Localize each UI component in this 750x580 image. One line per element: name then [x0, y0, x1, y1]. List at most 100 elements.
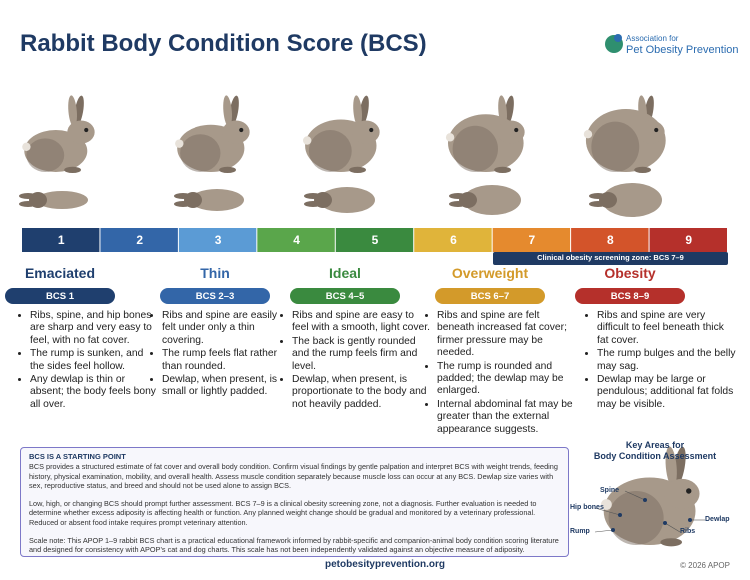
bullet: Dewlap, when present, is small or lightl…: [162, 374, 288, 399]
logo-line1: Association for: [626, 34, 679, 43]
rabbit-head: [352, 120, 380, 144]
rabbit-body: [319, 187, 375, 213]
scale-score: 4: [293, 233, 300, 247]
rabbit-top: [589, 183, 662, 217]
scale-segment: [414, 228, 492, 252]
info-paragraph: Low, high, or changing BCS should prompt…: [29, 498, 537, 527]
info-paragraph: Scale note: This APOP 1–9 rabbit BCS cha…: [29, 535, 559, 555]
pointer-dot: [618, 513, 622, 517]
info-paragraph: BCS provides a structured estimate of fa…: [29, 462, 558, 491]
rabbit-ear: [68, 95, 78, 127]
copyright: © 2026 APOP: [680, 561, 730, 570]
zone-band: [493, 252, 728, 265]
category-name: Obesity: [604, 265, 656, 281]
bullet-list: Ribs and spine are easily felt under onl…: [150, 310, 288, 400]
bullet: Ribs and spine are felt beneath increase…: [437, 310, 577, 360]
category-name: Emaciated: [24, 265, 96, 281]
rabbit-head: [599, 192, 617, 208]
rabbit-haunch: [608, 491, 664, 545]
rabbit-head: [497, 120, 525, 144]
rabbit-head: [637, 120, 665, 144]
bullet: Any dewlap is thin or absent; the body f…: [30, 374, 160, 411]
rabbit-top: [19, 191, 88, 209]
key-label: Hip bones: [570, 504, 604, 511]
rabbit: [583, 95, 666, 174]
rabbit-eye: [369, 127, 374, 133]
rabbit-top: [449, 185, 521, 215]
key-label: Dewlap: [705, 516, 730, 523]
key-title-1: Key Areas for: [625, 440, 685, 450]
rabbit-tail: [22, 142, 31, 151]
rabbit-foot: [349, 166, 366, 174]
badge-text: BCS 2–3: [195, 290, 235, 302]
rabbit-head: [459, 192, 477, 208]
rabbit-tail: [583, 130, 593, 139]
rabbit-eye: [84, 127, 89, 133]
rabbit-foot: [494, 166, 511, 174]
scale-segment: [22, 228, 100, 252]
category-name: Overweight: [451, 265, 529, 281]
bullet: The rump feels flat rather than rounded.: [162, 348, 288, 373]
rabbit-foot: [660, 538, 682, 547]
scale-segment: [335, 228, 414, 252]
rabbit-foot: [634, 166, 651, 174]
rabbit: [175, 95, 250, 174]
footer-url[interactable]: petobesityprevention.org: [324, 559, 445, 570]
scale-segment: [649, 228, 727, 252]
scale-segment: [492, 228, 571, 252]
scale-score: 5: [371, 233, 379, 247]
rabbit-tail: [303, 136, 312, 145]
badge-text: BCS 4–5: [325, 290, 365, 302]
badge: [160, 288, 270, 304]
rabbit-foot: [64, 166, 81, 174]
info-heading: BCS IS A STARTING POINT: [29, 452, 126, 461]
scale-score: 9: [685, 233, 693, 247]
scale-segment: [257, 228, 335, 252]
bullet-list: Ribs and spine are felt beneath increase…: [425, 310, 577, 437]
rabbit-tail: [175, 139, 184, 148]
pointer-dot: [611, 528, 615, 532]
bullet: Ribs and spine are very difficult to fee…: [597, 310, 737, 347]
badge-text: BCS 1: [46, 290, 74, 302]
badge: [290, 288, 400, 304]
bullet-list: Ribs and spine are very difficult to fee…: [585, 310, 737, 412]
rabbit-top: [304, 187, 375, 213]
rabbit-eye: [686, 488, 692, 494]
rabbit-haunch: [591, 121, 640, 172]
scale-score: 8: [606, 233, 614, 247]
badge: [435, 288, 545, 304]
bullet: Ribs, spine, and hip bones are sharp and…: [30, 310, 160, 347]
rabbit-top: [174, 189, 244, 211]
bullet: Dewlap may be large or pendulous; additi…: [597, 374, 737, 411]
rabbit-ear: [223, 95, 233, 127]
rabbit-head: [67, 120, 95, 144]
scale-score: 6: [450, 233, 457, 247]
rabbit-haunch: [26, 138, 65, 172]
badge: [5, 288, 115, 304]
bullet: The back is gently rounded and the rump …: [292, 336, 430, 373]
rabbit-head: [29, 192, 47, 208]
bullet: Dewlap, when present, is proportionate t…: [292, 374, 430, 411]
rabbit: [445, 95, 525, 174]
rabbit-head: [664, 478, 700, 509]
rabbit-head: [314, 192, 332, 208]
pointer-line: [664, 522, 681, 533]
scale-segment: [178, 228, 257, 252]
rabbit: [303, 95, 380, 174]
bullet: Ribs and spine are easily felt under onl…: [162, 310, 288, 347]
pointer-dot: [688, 518, 692, 522]
rabbit-haunch: [308, 130, 352, 172]
bullet: The rump is rounded and padded; the dewl…: [437, 361, 577, 398]
bullet-list: Ribs and spine are easy to feel with a s…: [280, 310, 430, 412]
scale-segment: [571, 228, 649, 252]
info-box: BCS IS A STARTING POINT BCS provides a s…: [20, 447, 569, 557]
rabbit-eye: [514, 127, 519, 133]
category-name: Thin: [200, 265, 230, 281]
rabbit-eye: [239, 127, 244, 133]
rabbit-body: [190, 189, 244, 211]
rabbit-foot: [219, 166, 236, 174]
scale-score: 2: [136, 233, 143, 247]
key-label: Ribs: [680, 528, 696, 535]
bullet: Internal abdominal fat may be greater th…: [437, 399, 577, 436]
